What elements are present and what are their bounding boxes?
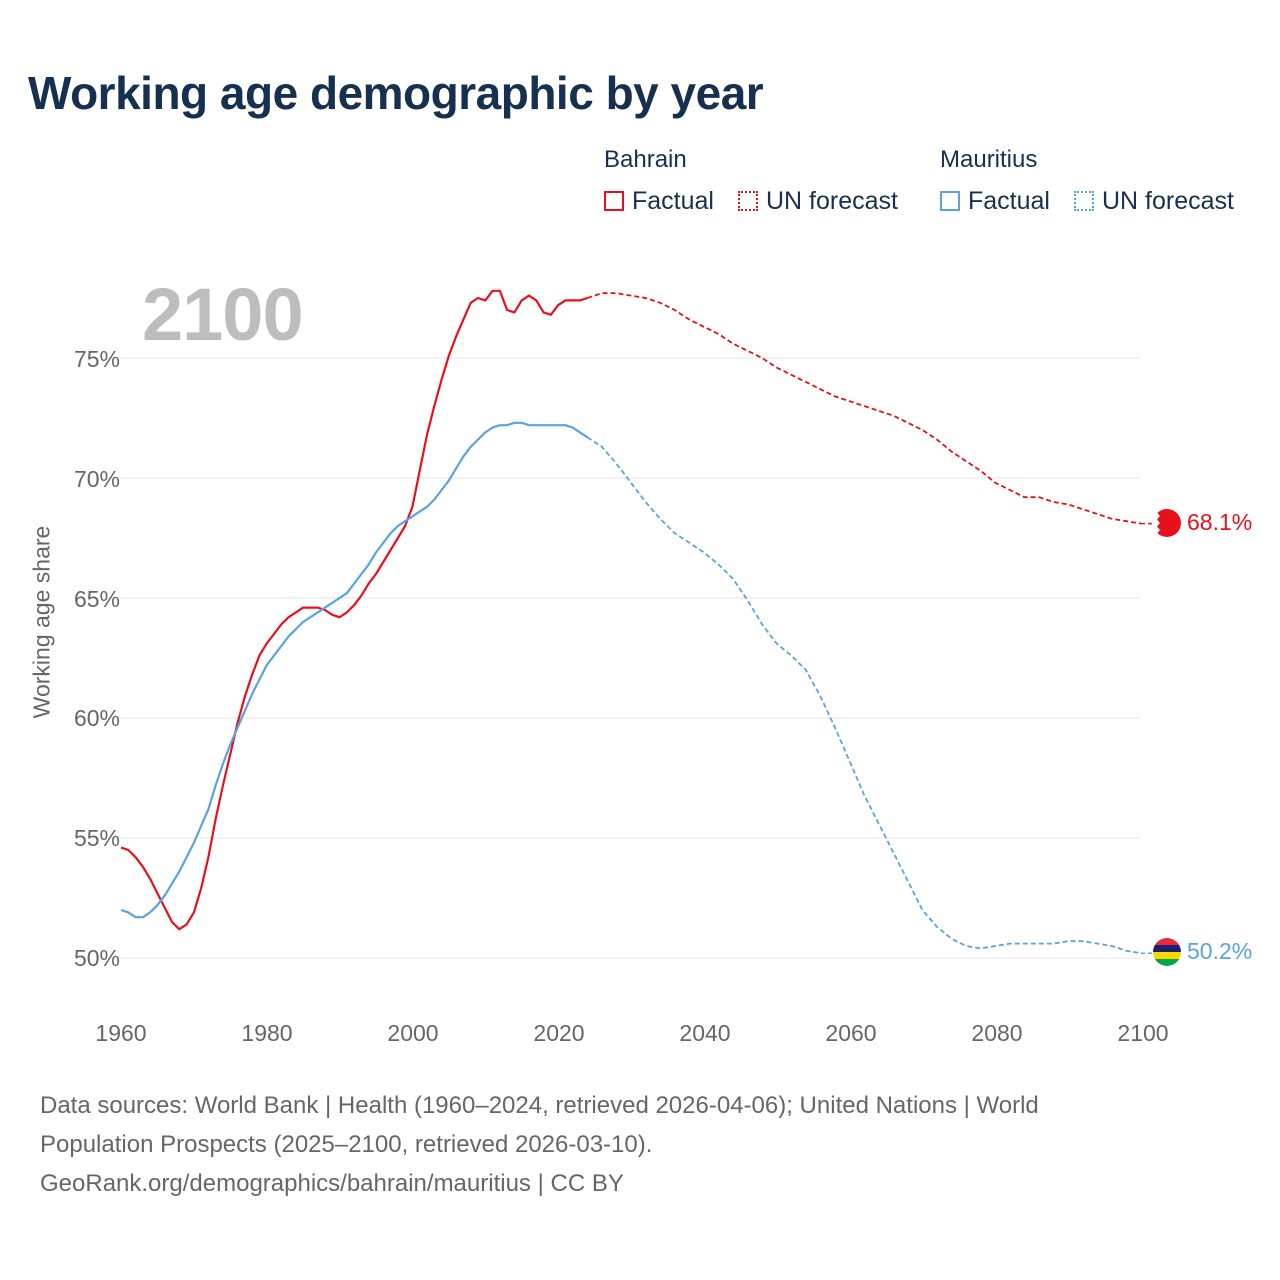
bahrain-flag-icon — [1153, 509, 1181, 537]
x-tick-label: 2100 — [1117, 1020, 1169, 1046]
legend-bahrain-factual-swatch — [604, 191, 624, 211]
y-tick-label: 50% — [73, 945, 120, 971]
footer-sources: Data sources: World Bank | Health (1960–… — [40, 1086, 1220, 1203]
mauritius-factual-line[interactable] — [120, 421, 588, 919]
footer-line: Data sources: World Bank | Health (1960–… — [40, 1092, 1039, 1119]
x-tick-label: 2000 — [387, 1020, 439, 1046]
footer-line: Population Prospects (2025–2100, retriev… — [40, 1131, 653, 1158]
legend-bahrain-factual[interactable]: Factual — [604, 186, 714, 216]
legend-mauritius-factual-swatch — [940, 191, 960, 211]
legend-mauritius-forecast-label: UN forecast — [1102, 186, 1234, 215]
x-tick-label: 2020 — [533, 1020, 585, 1046]
legend-mauritius-factual[interactable]: Factual — [940, 186, 1050, 216]
footer-line[interactable]: GeoRank.org/demographics/bahrain/mauriti… — [40, 1170, 624, 1197]
chart-title: Working age demographic by year — [28, 67, 764, 119]
x-tick-label: 2080 — [971, 1020, 1023, 1046]
mauritius-end-value: 50.2% — [1187, 938, 1253, 964]
x-tick-label: 1980 — [241, 1020, 293, 1046]
mauritius-forecast-line[interactable] — [586, 436, 1142, 955]
legend-mauritius-forecast[interactable]: UN forecast — [1074, 186, 1234, 216]
bahrain-factual-line[interactable] — [120, 289, 588, 931]
legend-group-bahrain: Bahrain — [604, 146, 687, 173]
legend-mauritius-factual-label: Factual — [968, 186, 1050, 215]
bahrain-end-value: 68.1% — [1187, 509, 1253, 535]
year-overlay: 2100 — [142, 273, 304, 356]
legend-bahrain-forecast-swatch — [738, 191, 758, 211]
mauritius-flag-icon — [1153, 938, 1181, 966]
legend-mauritius-forecast-swatch — [1074, 191, 1094, 211]
x-tick-label: 2060 — [825, 1020, 877, 1046]
y-tick-label: 70% — [73, 466, 120, 492]
legend-bahrain-forecast[interactable]: UN forecast — [738, 186, 898, 216]
legend-bahrain-factual-label: Factual — [632, 186, 714, 215]
y-tick-label: 60% — [73, 705, 120, 731]
x-tick-label: 1960 — [95, 1020, 147, 1046]
bahrain-forecast-line[interactable] — [587, 292, 1142, 525]
legend-group-mauritius: Mauritius — [940, 146, 1038, 173]
x-tick-label: 2040 — [679, 1020, 731, 1046]
y-tick-label: 75% — [73, 346, 120, 372]
legend-bahrain-forecast-label: UN forecast — [766, 186, 898, 215]
y-tick-label: 55% — [73, 825, 120, 851]
y-tick-label: 65% — [73, 586, 120, 612]
